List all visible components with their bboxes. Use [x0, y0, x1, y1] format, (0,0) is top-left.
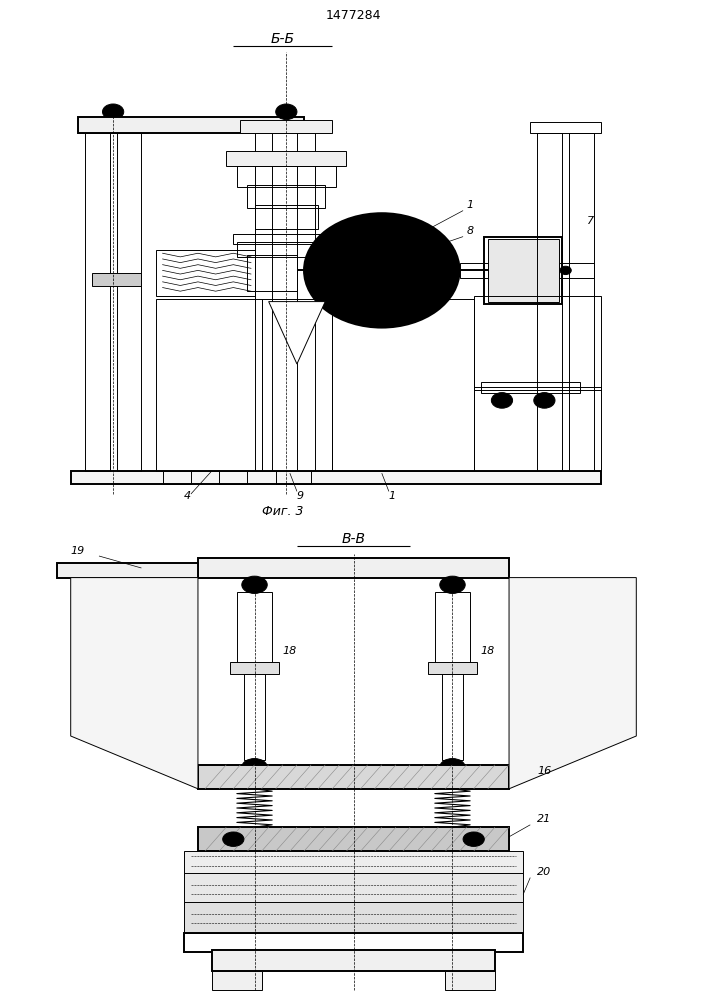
Circle shape — [440, 576, 465, 593]
Bar — [184, 873, 523, 904]
Bar — [297, 133, 315, 471]
Text: В-В: В-В — [341, 532, 366, 546]
Bar — [537, 133, 562, 471]
Text: Фиг. 3: Фиг. 3 — [262, 505, 303, 518]
Bar — [184, 902, 523, 933]
Text: 21: 21 — [537, 814, 551, 824]
Circle shape — [364, 294, 399, 320]
Text: 18: 18 — [481, 646, 495, 656]
Text: 1: 1 — [467, 200, 474, 210]
Bar — [230, 662, 279, 674]
Polygon shape — [269, 302, 325, 364]
Bar — [460, 263, 488, 278]
Bar — [156, 250, 255, 296]
Bar — [559, 263, 594, 278]
Bar — [237, 592, 272, 664]
Bar — [484, 237, 562, 304]
Bar — [92, 273, 141, 286]
Bar — [71, 471, 601, 484]
Bar — [428, 662, 477, 674]
Bar — [481, 382, 580, 393]
Bar — [530, 122, 601, 133]
Bar — [262, 299, 332, 471]
Bar — [244, 674, 265, 760]
Circle shape — [491, 393, 513, 408]
Bar — [78, 120, 148, 133]
Circle shape — [242, 759, 267, 776]
Circle shape — [560, 266, 571, 275]
Bar — [474, 387, 601, 471]
Bar — [184, 851, 523, 875]
Circle shape — [375, 229, 388, 239]
Text: 8: 8 — [467, 226, 474, 236]
Bar — [237, 166, 336, 187]
Bar — [163, 471, 191, 484]
Bar — [198, 558, 509, 578]
Bar — [488, 239, 559, 302]
Text: 1477284: 1477284 — [326, 9, 381, 22]
Bar — [85, 133, 110, 471]
Polygon shape — [509, 578, 636, 789]
Bar — [442, 674, 463, 760]
Circle shape — [250, 764, 259, 770]
Circle shape — [103, 104, 124, 120]
Bar — [219, 471, 247, 484]
Bar — [240, 120, 332, 133]
Bar — [212, 950, 495, 971]
Circle shape — [242, 576, 267, 593]
Bar — [156, 299, 262, 471]
Bar — [332, 299, 474, 471]
Bar — [445, 971, 495, 990]
Text: 16: 16 — [537, 766, 551, 776]
Text: 20: 20 — [537, 867, 551, 877]
Text: 4: 4 — [184, 491, 191, 501]
Circle shape — [110, 109, 117, 114]
Circle shape — [375, 302, 388, 311]
Bar — [226, 151, 346, 166]
Circle shape — [276, 104, 297, 120]
Text: 19: 19 — [71, 546, 85, 556]
Bar — [233, 234, 339, 244]
Bar — [212, 971, 262, 990]
Circle shape — [534, 393, 555, 408]
Bar — [57, 563, 198, 578]
Circle shape — [223, 832, 244, 846]
Bar — [474, 296, 601, 390]
Bar — [247, 255, 297, 291]
Circle shape — [230, 837, 237, 842]
Text: 1: 1 — [389, 491, 396, 501]
Bar — [78, 117, 304, 133]
Text: 18: 18 — [283, 646, 297, 656]
Text: 9: 9 — [297, 491, 304, 501]
Bar — [247, 185, 325, 208]
Circle shape — [371, 263, 392, 278]
Bar — [255, 133, 272, 471]
Bar — [184, 933, 523, 952]
Text: Б-Б: Б-Б — [271, 32, 295, 46]
Bar — [237, 242, 336, 257]
Circle shape — [364, 221, 399, 247]
Circle shape — [304, 213, 460, 328]
Bar — [276, 471, 311, 484]
Bar — [198, 827, 509, 851]
Bar — [117, 133, 141, 471]
Circle shape — [463, 832, 484, 846]
Bar — [569, 133, 594, 471]
Text: 7: 7 — [587, 216, 594, 226]
Bar — [435, 592, 470, 664]
Circle shape — [283, 109, 290, 114]
Circle shape — [440, 759, 465, 776]
Circle shape — [470, 837, 477, 842]
Bar — [255, 205, 318, 229]
Circle shape — [448, 764, 457, 770]
Bar — [198, 765, 509, 789]
Polygon shape — [71, 578, 198, 789]
